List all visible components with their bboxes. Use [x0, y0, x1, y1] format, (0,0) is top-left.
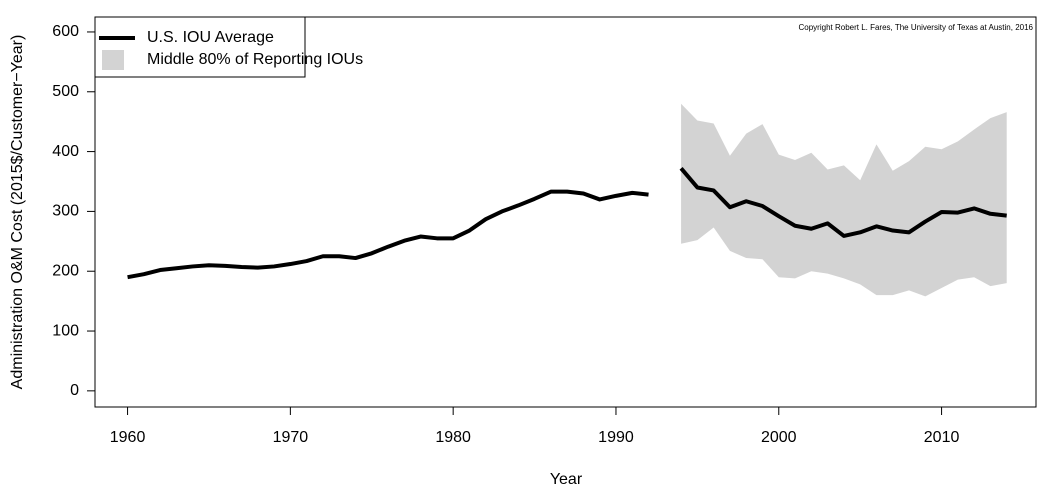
y-tick-label: 600	[52, 23, 79, 40]
copyright: Copyright Robert L. Fares, The Universit…	[799, 23, 1034, 32]
line	[127, 167, 1007, 280]
y-tick-label: 400	[52, 143, 79, 160]
x-tick-label: 1960	[110, 429, 146, 446]
legend-box	[94, 16, 306, 78]
plot-area	[127, 103, 1007, 297]
y-tick-label: 100	[52, 322, 79, 339]
y-tick-label: 0	[70, 382, 79, 399]
x-tick-label: 1970	[273, 429, 309, 446]
legend-label: U.S. IOU Average	[147, 29, 274, 46]
y-tick-label: 300	[52, 203, 79, 220]
legend: U.S. IOU Average Middle 80% of Reporting …	[94, 16, 363, 78]
x-tick-label: 1990	[598, 429, 634, 446]
band-area	[681, 103, 1007, 297]
y-axis-title: Administration O&M Cost (2015$/Customer−…	[9, 35, 26, 390]
x-tick-label: 2000	[761, 429, 797, 446]
y-tick-label: 500	[52, 83, 79, 100]
legend-swatch	[102, 50, 124, 70]
x-tick-label: 2010	[924, 429, 960, 446]
x-axis-title: Year	[550, 471, 583, 488]
x-tick-label: 1980	[435, 429, 471, 446]
legend-label: Middle 80% of Reporting IOUs	[147, 51, 363, 68]
y-tick-label: 200	[52, 262, 79, 279]
